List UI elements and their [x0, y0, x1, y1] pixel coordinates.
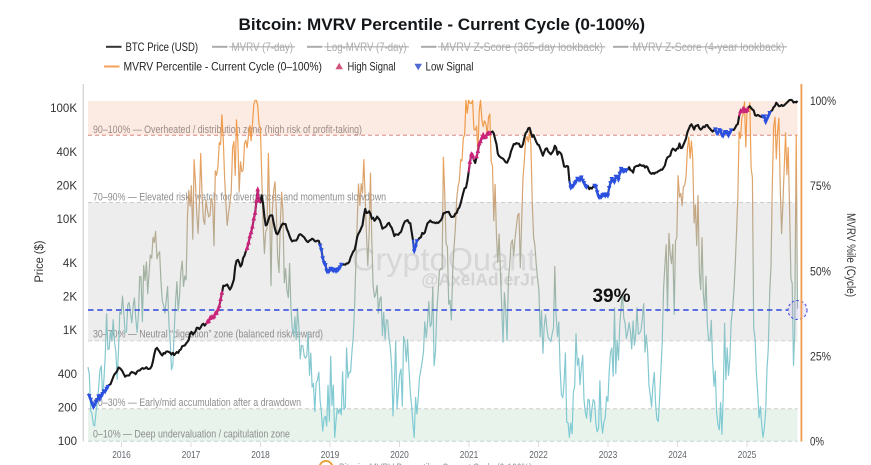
- svg-text:0–10% — Deep undervaluation /: 0–10% — Deep undervaluation / capitulati…: [93, 429, 290, 441]
- svg-text:2K: 2K: [63, 292, 77, 304]
- svg-text:30–70% — Neutral “digestion” z: 30–70% — Neutral “digestion” zone (balan…: [93, 329, 323, 341]
- svg-text:400: 400: [58, 369, 77, 381]
- svg-text:Low Signal: Low Signal: [426, 60, 474, 74]
- svg-text:25%: 25%: [810, 351, 831, 363]
- svg-text:75%: 75%: [810, 181, 831, 193]
- svg-text:2025: 2025: [738, 449, 757, 461]
- svg-text:2020: 2020: [390, 449, 409, 461]
- svg-text:39%: 39%: [593, 286, 631, 307]
- svg-text:2022: 2022: [529, 449, 548, 461]
- svg-text:Bitcoin: MVRV Percentile - Cur: Bitcoin: MVRV Percentile - Current Cycle…: [339, 463, 532, 465]
- svg-text:Bitcoin: MVRV Percentile - Cur: Bitcoin: MVRV Percentile - Current Cycle…: [239, 15, 646, 34]
- svg-text:Price ($): Price ($): [34, 240, 46, 282]
- svg-text:MVRV %ile (Cycle): MVRV %ile (Cycle): [844, 213, 856, 297]
- svg-text:2021: 2021: [460, 449, 479, 461]
- svg-text:MVRV Percentile - Current Cycl: MVRV Percentile - Current Cycle (0–100%): [124, 60, 323, 74]
- svg-text:High Signal: High Signal: [348, 60, 396, 74]
- svg-text:2017: 2017: [182, 449, 201, 461]
- svg-text:20K: 20K: [57, 181, 78, 193]
- svg-text:2023: 2023: [599, 449, 618, 461]
- svg-text:70–90% — Elevated risk, watch: 70–90% — Elevated risk, watch for diverg…: [93, 192, 386, 204]
- svg-text:4K: 4K: [63, 258, 77, 270]
- svg-text:BTC Price (USD): BTC Price (USD): [126, 40, 199, 54]
- svg-text:2019: 2019: [321, 449, 340, 461]
- svg-text:100: 100: [58, 436, 77, 448]
- svg-text:1K: 1K: [63, 325, 77, 337]
- svg-text:0%: 0%: [810, 437, 824, 449]
- svg-text:200: 200: [58, 403, 77, 415]
- svg-text:100K: 100K: [50, 103, 77, 115]
- svg-text:100%: 100%: [810, 96, 836, 108]
- svg-text:40K: 40K: [57, 147, 78, 159]
- svg-text:2024: 2024: [668, 449, 687, 461]
- svg-text:90–100% — Overheated / distrib: 90–100% — Overheated / distribution zone…: [93, 124, 362, 136]
- svg-text:2016: 2016: [112, 449, 131, 461]
- svg-text:CryptoQuant: CryptoQuant: [352, 242, 536, 278]
- svg-text:10–30% — Early/mid accumulatio: 10–30% — Early/mid accumulation after a …: [93, 397, 301, 409]
- svg-text:50%: 50%: [810, 266, 831, 278]
- svg-text:10K: 10K: [57, 214, 78, 226]
- svg-text:2018: 2018: [251, 449, 270, 461]
